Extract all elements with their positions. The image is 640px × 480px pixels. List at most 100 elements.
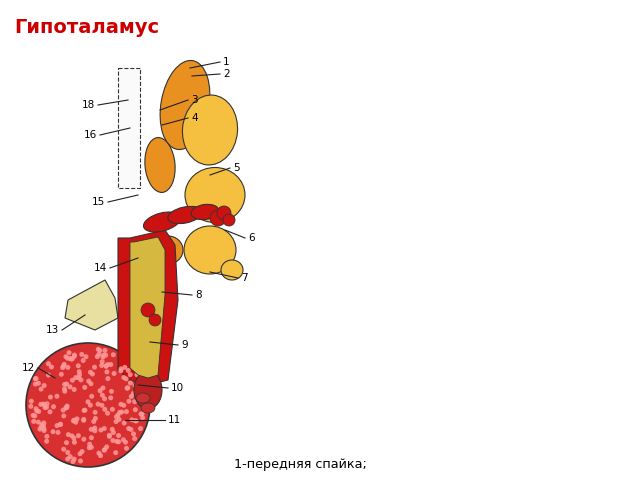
Circle shape xyxy=(76,433,81,438)
Circle shape xyxy=(86,379,91,384)
Circle shape xyxy=(89,435,94,440)
Circle shape xyxy=(102,426,107,431)
Circle shape xyxy=(102,348,108,353)
Circle shape xyxy=(51,404,56,409)
Circle shape xyxy=(44,434,49,439)
Circle shape xyxy=(122,365,127,370)
Circle shape xyxy=(132,399,137,404)
Circle shape xyxy=(139,381,144,386)
Circle shape xyxy=(128,372,132,377)
Circle shape xyxy=(100,359,105,364)
Circle shape xyxy=(141,387,146,393)
Circle shape xyxy=(108,362,113,367)
Ellipse shape xyxy=(160,60,210,149)
Circle shape xyxy=(86,399,90,404)
Text: 1-передняя спайка;: 1-передняя спайка; xyxy=(234,458,367,471)
Circle shape xyxy=(118,368,124,373)
Circle shape xyxy=(131,432,136,436)
Circle shape xyxy=(87,445,92,450)
Circle shape xyxy=(109,427,115,432)
Circle shape xyxy=(68,356,73,361)
Circle shape xyxy=(81,358,86,363)
Circle shape xyxy=(60,365,65,370)
Circle shape xyxy=(140,415,145,420)
Circle shape xyxy=(124,446,129,451)
Text: 1: 1 xyxy=(223,57,230,67)
Circle shape xyxy=(125,368,131,373)
Circle shape xyxy=(65,450,70,455)
Circle shape xyxy=(33,376,38,381)
Circle shape xyxy=(136,387,140,392)
Circle shape xyxy=(113,450,118,455)
Ellipse shape xyxy=(221,260,243,280)
Circle shape xyxy=(133,407,138,412)
Circle shape xyxy=(67,384,72,389)
Circle shape xyxy=(46,372,51,378)
Circle shape xyxy=(74,375,78,380)
Circle shape xyxy=(83,354,88,359)
Circle shape xyxy=(64,382,69,386)
Circle shape xyxy=(38,386,44,392)
Circle shape xyxy=(44,439,49,444)
Circle shape xyxy=(42,420,46,425)
Circle shape xyxy=(58,422,63,427)
Text: 10: 10 xyxy=(171,383,184,393)
Circle shape xyxy=(81,417,86,422)
Circle shape xyxy=(79,449,84,454)
Circle shape xyxy=(142,405,147,410)
Circle shape xyxy=(101,353,106,358)
Circle shape xyxy=(63,354,68,359)
Polygon shape xyxy=(118,230,178,385)
Circle shape xyxy=(124,409,129,414)
Circle shape xyxy=(54,394,60,399)
Circle shape xyxy=(139,389,143,394)
Circle shape xyxy=(149,314,161,326)
Text: 16: 16 xyxy=(84,130,97,140)
Circle shape xyxy=(61,364,66,369)
Circle shape xyxy=(42,402,47,407)
Circle shape xyxy=(35,408,39,413)
Ellipse shape xyxy=(145,138,175,192)
Circle shape xyxy=(81,437,86,442)
Circle shape xyxy=(88,403,93,408)
Circle shape xyxy=(129,417,134,422)
Circle shape xyxy=(118,366,124,372)
Circle shape xyxy=(102,407,108,412)
Circle shape xyxy=(95,354,100,359)
Circle shape xyxy=(70,357,75,361)
Text: 13: 13 xyxy=(45,325,59,335)
Ellipse shape xyxy=(134,371,162,409)
Circle shape xyxy=(89,394,94,399)
Polygon shape xyxy=(65,280,118,330)
Circle shape xyxy=(62,382,67,387)
Circle shape xyxy=(141,303,155,317)
Circle shape xyxy=(76,363,81,368)
Circle shape xyxy=(61,408,66,413)
Circle shape xyxy=(129,427,134,432)
Circle shape xyxy=(99,363,104,368)
Circle shape xyxy=(33,376,38,381)
Circle shape xyxy=(72,354,77,359)
Circle shape xyxy=(72,352,77,358)
Circle shape xyxy=(125,386,129,391)
Text: 14: 14 xyxy=(93,263,107,273)
Circle shape xyxy=(33,382,38,386)
Circle shape xyxy=(97,451,102,456)
Circle shape xyxy=(97,348,102,353)
Circle shape xyxy=(48,395,53,399)
Circle shape xyxy=(142,390,147,395)
Circle shape xyxy=(81,418,86,423)
Circle shape xyxy=(69,357,74,361)
Circle shape xyxy=(46,361,51,366)
Circle shape xyxy=(111,430,116,435)
Circle shape xyxy=(78,458,83,464)
Circle shape xyxy=(26,343,150,467)
Circle shape xyxy=(117,410,122,415)
Circle shape xyxy=(65,356,70,360)
Circle shape xyxy=(131,391,136,396)
Circle shape xyxy=(72,440,77,445)
Circle shape xyxy=(79,377,83,383)
Circle shape xyxy=(38,402,44,407)
Circle shape xyxy=(88,381,93,386)
Circle shape xyxy=(89,445,94,450)
